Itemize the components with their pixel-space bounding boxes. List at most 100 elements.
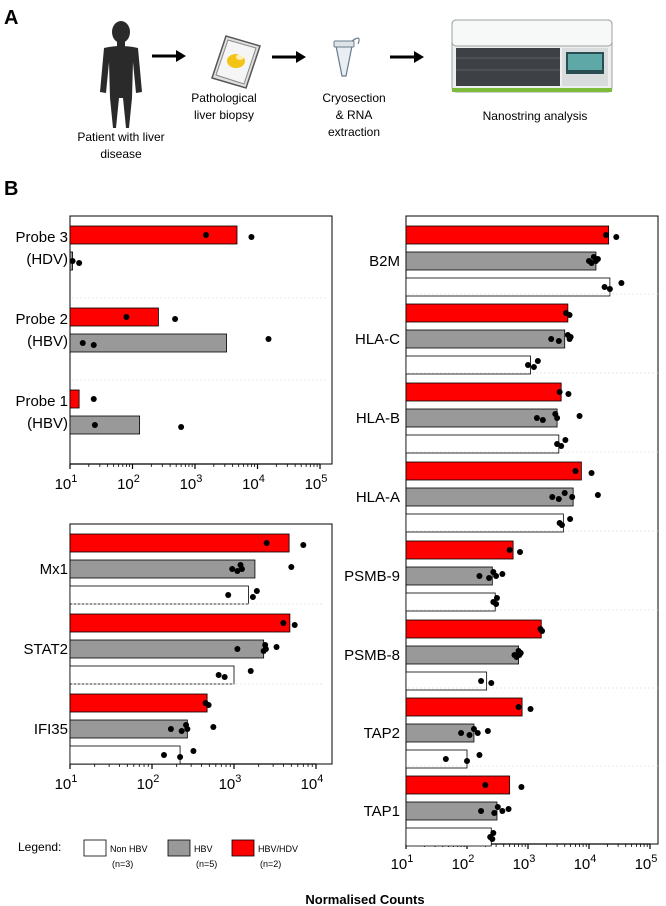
data-point bbox=[569, 494, 576, 500]
data-point bbox=[533, 415, 540, 421]
step-caption: liver biopsy bbox=[194, 108, 254, 122]
category-label: B2M bbox=[369, 253, 400, 270]
data-point bbox=[517, 650, 524, 656]
legend-swatch bbox=[83, 839, 107, 857]
step-caption: disease bbox=[100, 147, 142, 161]
category-label: (HBV) bbox=[27, 333, 68, 350]
data-point bbox=[555, 338, 562, 344]
x-axis-label: Normalised Counts bbox=[305, 892, 424, 906]
data-point bbox=[190, 748, 197, 754]
bar-non-hbv bbox=[405, 827, 492, 847]
bar-hbv bbox=[405, 645, 519, 665]
data-point bbox=[167, 726, 174, 732]
category-label: Mx1 bbox=[40, 561, 68, 578]
data-point bbox=[494, 804, 501, 810]
data-point bbox=[215, 672, 222, 678]
panel-a-label: A bbox=[4, 7, 18, 29]
step-caption: Nanostring analysis bbox=[483, 109, 588, 123]
data-point bbox=[554, 415, 561, 421]
data-point bbox=[493, 595, 500, 601]
data-point bbox=[489, 836, 496, 842]
legend-label: Non HBV bbox=[110, 844, 148, 854]
biopsy-slide-icon bbox=[211, 35, 261, 89]
data-point bbox=[594, 256, 601, 262]
bar-non-hbv bbox=[405, 434, 560, 454]
data-point bbox=[300, 542, 307, 548]
data-point bbox=[248, 234, 255, 240]
data-point bbox=[530, 364, 537, 370]
data-point bbox=[576, 413, 583, 419]
data-point bbox=[210, 724, 217, 730]
step-caption: Patient with liver bbox=[77, 130, 164, 144]
data-point bbox=[69, 258, 76, 264]
bar-hbv bbox=[405, 487, 574, 507]
bar-hbv-hdv bbox=[405, 382, 562, 402]
data-point bbox=[203, 232, 210, 238]
data-point bbox=[549, 494, 556, 500]
bar-hbv-hdv bbox=[405, 619, 542, 639]
x-tick-label: 101 bbox=[55, 773, 78, 793]
x-tick-label: 104 bbox=[301, 773, 324, 793]
x-tick-label: 104 bbox=[574, 853, 597, 873]
legend-label: HBV bbox=[194, 844, 213, 854]
data-point bbox=[482, 782, 489, 788]
x-tick-label: 105 bbox=[305, 473, 328, 493]
bar-hbv bbox=[69, 559, 256, 579]
data-point bbox=[478, 678, 485, 684]
data-point bbox=[525, 362, 531, 368]
x-tick-label: 102 bbox=[117, 473, 140, 493]
chart-isg: 101 102 103 104 Mx1 STAT2 IFI35 bbox=[24, 533, 324, 793]
data-point bbox=[273, 644, 280, 650]
data-point bbox=[265, 336, 272, 342]
data-point bbox=[263, 540, 270, 546]
data-point bbox=[618, 280, 625, 286]
data-point bbox=[288, 564, 295, 570]
bar-hbv-hdv bbox=[69, 533, 290, 553]
category-label: Probe 3 bbox=[15, 229, 68, 246]
data-point bbox=[567, 516, 574, 522]
bar-non-hbv bbox=[405, 277, 611, 297]
bar-hbv-hdv bbox=[69, 389, 80, 409]
data-point bbox=[247, 668, 254, 674]
data-point bbox=[562, 437, 569, 443]
data-point bbox=[458, 730, 465, 736]
bar-hbv-hdv bbox=[405, 697, 523, 717]
data-point bbox=[539, 628, 546, 634]
data-point bbox=[506, 547, 513, 553]
data-point bbox=[601, 284, 608, 290]
bar-non-hbv bbox=[405, 355, 531, 375]
x-tick-label: 104 bbox=[242, 473, 265, 493]
bar-hbv-hdv bbox=[405, 225, 610, 245]
step-caption: extraction bbox=[328, 125, 380, 139]
category-label: HLA-A bbox=[356, 489, 400, 506]
data-point bbox=[76, 260, 83, 266]
data-point bbox=[539, 417, 546, 423]
data-point bbox=[499, 808, 506, 814]
legend: Legend: Non HBV (n=3) HBV (n=5) HBV/HDV (n=2) bbox=[18, 839, 298, 869]
data-point bbox=[90, 396, 97, 402]
category-label: (HBV) bbox=[27, 415, 68, 432]
category-label: TAP2 bbox=[364, 725, 400, 742]
data-point bbox=[476, 573, 483, 579]
data-point bbox=[476, 752, 483, 758]
category-label: HLA-B bbox=[356, 410, 400, 427]
data-point bbox=[91, 422, 98, 428]
data-point bbox=[234, 646, 241, 652]
data-point bbox=[499, 571, 506, 577]
bar-non-hbv bbox=[405, 513, 564, 533]
x-tick-label: 103 bbox=[513, 853, 536, 873]
x-tick-label: 105 bbox=[635, 853, 658, 873]
data-point bbox=[555, 496, 562, 502]
data-point bbox=[172, 316, 179, 322]
data-point bbox=[280, 620, 287, 626]
data-point bbox=[466, 732, 473, 738]
arrow-icon bbox=[272, 51, 306, 63]
bar-hbv bbox=[405, 723, 475, 743]
x-tick-label: 102 bbox=[452, 853, 475, 873]
legend-n: (n=5) bbox=[196, 859, 217, 869]
data-point bbox=[474, 730, 481, 736]
data-point bbox=[238, 566, 245, 572]
data-point bbox=[442, 756, 449, 762]
data-point bbox=[249, 594, 256, 600]
data-point bbox=[253, 588, 260, 594]
